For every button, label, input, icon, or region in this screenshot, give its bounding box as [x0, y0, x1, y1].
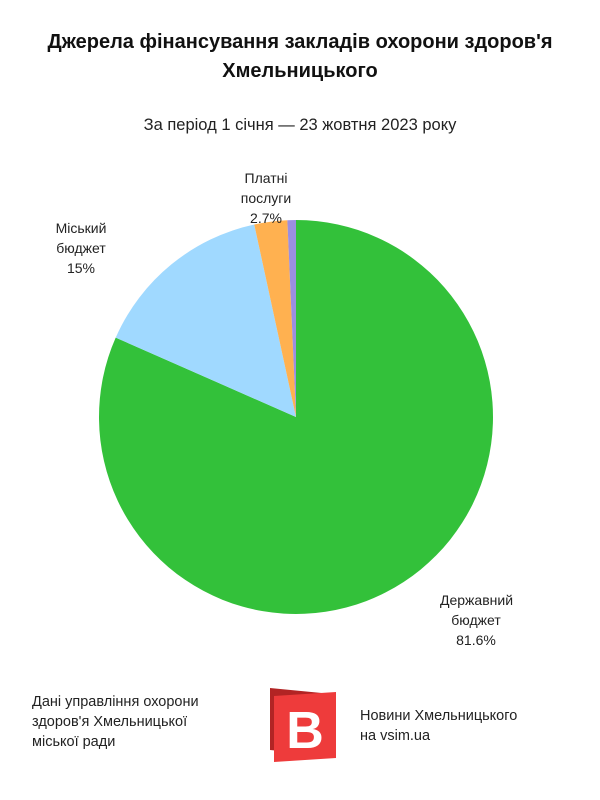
slice-label-line: Платні [244, 170, 288, 186]
data-source-note: Дані управління охорони здоров'я Хмельни… [32, 692, 252, 752]
source-line: Дані управління охорони [32, 694, 199, 710]
slice-label-line: Державний [440, 592, 514, 608]
brand-note: Новини Хмельницького на vsim.ua [360, 706, 517, 746]
slice-label-line: послуги [240, 190, 292, 206]
slice-label-city-budget: Міський бюджет 15% [38, 218, 124, 278]
pie-slice-paid-services [254, 220, 296, 417]
source-line: здоров'я Хмельницької [32, 714, 188, 730]
brand-line: Новини Хмельницького [360, 708, 518, 724]
brand-line: на vsim.ua [360, 728, 431, 744]
slice-label-line: бюджет [56, 240, 106, 256]
slice-label-value: 81.6% [456, 632, 496, 648]
slice-label-paid-services: Платні послуги 2.7% [226, 168, 306, 228]
slice-label-value: 2.7% [250, 210, 282, 226]
slice-label-line: Міський [55, 220, 107, 236]
logo-front-panel [274, 692, 336, 762]
chart-subtitle: За період 1 січня — 23 жовтня 2023 року [143, 116, 457, 134]
pie-chart [99, 220, 493, 614]
logo-letter: В [286, 702, 324, 760]
pie-slice-other [287, 220, 296, 417]
chart-title: Джерела фінансування закладів охорони зд… [47, 31, 553, 82]
slice-label-state-budget: Державний бюджет 81.6% [440, 590, 514, 650]
pie-slice-city-budget [115, 224, 297, 417]
slice-label-line: бюджет [451, 612, 501, 628]
vsim-logo: В [270, 688, 336, 762]
slice-label-value: 15% [66, 260, 96, 276]
source-line: міської ради [32, 734, 116, 750]
